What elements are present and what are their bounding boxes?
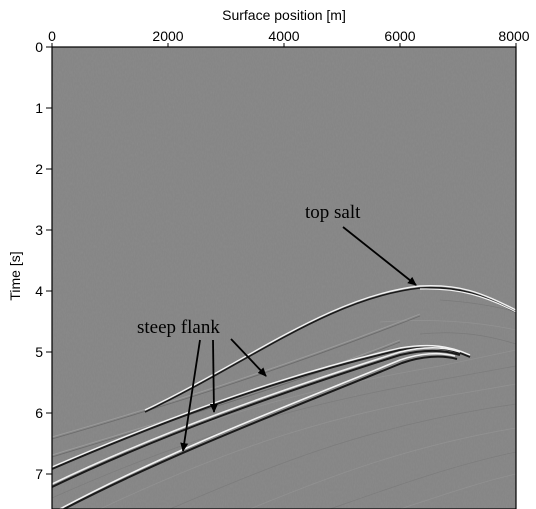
y-tick-label: 5 xyxy=(35,344,43,360)
seismic-panel xyxy=(52,47,516,509)
y-tick-labels: 0 1 2 3 4 5 6 7 xyxy=(35,39,43,482)
x-tick-label: 6000 xyxy=(384,28,415,44)
y-tick-label: 3 xyxy=(35,222,43,238)
y-tick-label: 2 xyxy=(35,161,43,177)
arrow-steep-flank-middle xyxy=(209,339,218,413)
x-tick-label: 2000 xyxy=(152,28,183,44)
x-tick-label: 4000 xyxy=(268,28,299,44)
top-salt-reflector xyxy=(144,285,516,413)
y-axis-title: Time [s] xyxy=(7,251,23,300)
y-tick-label: 6 xyxy=(35,405,43,421)
arrow-top-salt xyxy=(342,226,417,286)
panel-noise xyxy=(52,47,516,509)
arrow-steep-flank-right xyxy=(230,338,267,377)
x-tick-labels: 0 2000 4000 6000 8000 xyxy=(48,28,530,44)
annotation-steep-flank: steep flank xyxy=(137,317,220,338)
annotation-top-salt: top salt xyxy=(305,202,361,223)
y-tick-label: 0 xyxy=(35,39,43,55)
x-axis-title: Surface position [m] xyxy=(222,7,346,23)
y-tick-label: 4 xyxy=(35,283,43,299)
steep-flank-reflector-lower xyxy=(52,347,461,509)
x-tick-label: 8000 xyxy=(498,28,529,44)
y-tick-label: 7 xyxy=(35,466,43,482)
y-tick-label: 1 xyxy=(35,100,43,116)
arrow-steep-flank-left xyxy=(180,339,201,452)
x-tick-label: 0 xyxy=(48,28,56,44)
panel-frame xyxy=(46,43,517,509)
